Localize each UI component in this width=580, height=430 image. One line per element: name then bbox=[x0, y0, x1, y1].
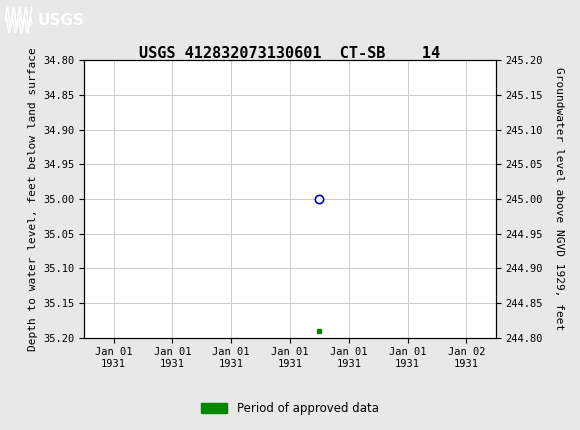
Y-axis label: Depth to water level, feet below land surface: Depth to water level, feet below land su… bbox=[28, 47, 38, 351]
Y-axis label: Groundwater level above NGVD 1929, feet: Groundwater level above NGVD 1929, feet bbox=[554, 67, 564, 331]
Legend: Period of approved data: Period of approved data bbox=[197, 397, 383, 420]
Text: USGS 412832073130601  CT-SB    14: USGS 412832073130601 CT-SB 14 bbox=[139, 46, 441, 61]
Text: USGS: USGS bbox=[38, 12, 85, 28]
